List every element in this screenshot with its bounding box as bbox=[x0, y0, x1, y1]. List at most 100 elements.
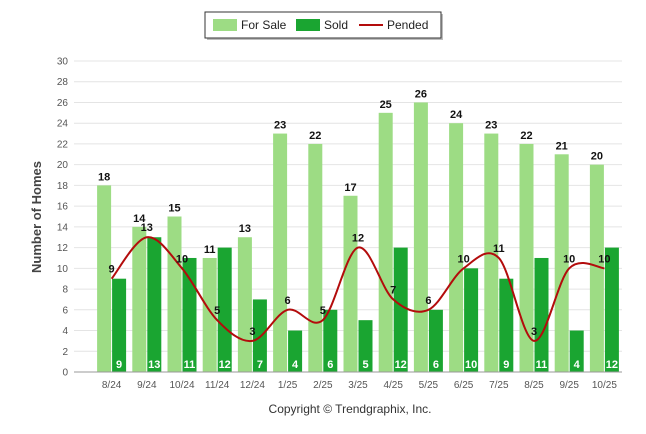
data-label-pended: 13 bbox=[141, 222, 153, 234]
y-tick-label: 6 bbox=[62, 305, 68, 316]
bar-for-sale bbox=[237, 237, 252, 372]
bar-sold bbox=[323, 309, 338, 372]
bar-sold bbox=[147, 237, 162, 372]
bar-for-sale bbox=[167, 216, 182, 372]
data-label-sold: 7 bbox=[257, 359, 263, 371]
bar-for-sale bbox=[202, 257, 217, 372]
y-tick-label: 8 bbox=[62, 285, 68, 296]
y-tick-label: 12 bbox=[57, 243, 69, 254]
x-tick-label: 10/25 bbox=[592, 380, 617, 391]
legend: For Sale Sold Pended bbox=[204, 11, 443, 40]
bar-for-sale bbox=[308, 143, 323, 372]
y-axis-label: Number of Homes bbox=[29, 161, 44, 273]
data-label-pended: 5 bbox=[320, 305, 326, 317]
data-label-for-sale: 26 bbox=[415, 88, 427, 100]
bar-sold bbox=[182, 257, 197, 372]
pended-line-layer bbox=[110, 236, 605, 343]
data-label-pended: 10 bbox=[176, 253, 188, 265]
bar-for-sale bbox=[554, 154, 569, 372]
x-tick-label: 9/24 bbox=[137, 380, 157, 391]
legend-box bbox=[204, 11, 442, 39]
x-tick-label: 8/24 bbox=[102, 380, 122, 391]
data-label-for-sale: 22 bbox=[520, 130, 532, 142]
y-tick-label: 24 bbox=[57, 119, 69, 130]
x-tick-label: 7/25 bbox=[489, 380, 509, 391]
y-tick-label: 30 bbox=[57, 57, 69, 68]
data-label-for-sale: 20 bbox=[591, 151, 603, 163]
bar-sold bbox=[534, 257, 549, 372]
data-label-sold: 12 bbox=[606, 359, 618, 371]
bar-for-sale bbox=[132, 226, 147, 372]
data-label-pended: 10 bbox=[598, 253, 610, 265]
data-label-pended: 3 bbox=[249, 326, 255, 338]
pended-line bbox=[110, 236, 605, 343]
bar-sold bbox=[393, 247, 408, 372]
legend-label-for-sale: For Sale bbox=[241, 18, 287, 32]
data-label-sold: 12 bbox=[219, 359, 231, 371]
y-tick-label: 26 bbox=[57, 98, 69, 109]
data-label-pended: 7 bbox=[390, 284, 396, 296]
y-tick-label: 18 bbox=[57, 181, 69, 192]
data-label-sold: 9 bbox=[116, 359, 122, 371]
data-label-for-sale: 17 bbox=[344, 182, 356, 194]
data-label-pended: 6 bbox=[425, 295, 431, 307]
data-label-for-sale: 18 bbox=[98, 171, 110, 183]
x-tick-label: 1/25 bbox=[278, 380, 298, 391]
data-label-sold: 10 bbox=[465, 359, 477, 371]
data-label-for-sale: 14 bbox=[133, 213, 146, 225]
data-label-for-sale: 21 bbox=[556, 140, 568, 152]
bar-sold bbox=[604, 247, 619, 372]
y-tick-label: 10 bbox=[57, 264, 69, 275]
bar-sold bbox=[428, 309, 443, 372]
data-label-sold: 9 bbox=[503, 359, 509, 371]
y-tick-label: 2 bbox=[62, 347, 68, 358]
legend-swatch-for-sale bbox=[213, 19, 237, 31]
x-tick-label: 11/24 bbox=[205, 380, 230, 391]
data-label-pended: 10 bbox=[563, 253, 575, 265]
data-label-sold: 12 bbox=[395, 359, 407, 371]
data-label-for-sale: 22 bbox=[309, 130, 321, 142]
bar-for-sale bbox=[589, 164, 604, 372]
legend-swatch-sold bbox=[296, 19, 320, 31]
data-label-sold: 6 bbox=[433, 359, 439, 371]
x-tick-label: 10/24 bbox=[169, 380, 194, 391]
x-tick-label: 5/25 bbox=[419, 380, 439, 391]
x-tick-label: 2/25 bbox=[313, 380, 333, 391]
bar-for-sale bbox=[97, 185, 112, 372]
bar-for-sale bbox=[343, 195, 358, 372]
data-label-for-sale: 24 bbox=[450, 109, 463, 121]
data-label-pended: 11 bbox=[493, 243, 505, 255]
data-label-sold: 6 bbox=[327, 359, 333, 371]
bar-sold bbox=[464, 268, 479, 372]
data-label-for-sale: 11 bbox=[204, 244, 216, 256]
y-tick-label: 4 bbox=[62, 326, 68, 337]
legend-label-sold: Sold bbox=[324, 18, 348, 32]
bar-for-sale bbox=[413, 102, 428, 372]
data-label-for-sale: 15 bbox=[168, 203, 180, 215]
y-tick-label: 28 bbox=[57, 77, 69, 88]
data-label-sold: 5 bbox=[362, 359, 368, 371]
bar-for-sale bbox=[519, 143, 534, 372]
data-label-pended: 10 bbox=[457, 253, 469, 265]
data-label-sold: 4 bbox=[574, 359, 581, 371]
data-label-pended: 6 bbox=[285, 295, 291, 307]
data-label-pended: 12 bbox=[352, 233, 364, 245]
copyright-credit: Copyright © Trendgraphix, Inc. bbox=[269, 402, 432, 416]
data-label-pended: 3 bbox=[531, 326, 537, 338]
bar-for-sale bbox=[449, 123, 464, 372]
data-label-for-sale: 23 bbox=[485, 120, 497, 132]
data-labels: 1891413151111121372342261752512266241023… bbox=[98, 88, 618, 371]
y-tick-label: 22 bbox=[57, 139, 69, 150]
bar-sold bbox=[499, 278, 514, 372]
data-label-sold: 13 bbox=[148, 359, 160, 371]
data-label-for-sale: 25 bbox=[380, 99, 392, 111]
y-tick-label: 14 bbox=[57, 222, 69, 233]
bar-sold bbox=[288, 330, 303, 372]
data-label-sold: 11 bbox=[184, 359, 196, 371]
data-label-for-sale: 13 bbox=[239, 223, 251, 235]
x-tick-label: 9/25 bbox=[559, 380, 579, 391]
x-tick-label: 6/25 bbox=[454, 380, 474, 391]
bar-sold bbox=[358, 320, 373, 372]
